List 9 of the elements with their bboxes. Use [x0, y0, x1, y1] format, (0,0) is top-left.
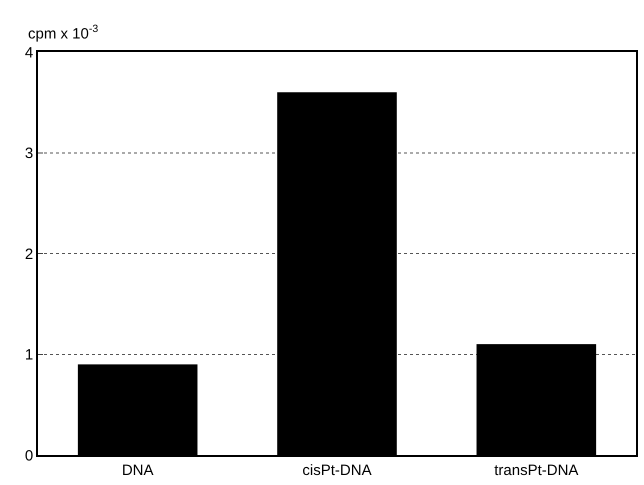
y-tick-label: 4: [24, 44, 34, 62]
y-axis-title: cpm x 10$^{-3}$: [28, 23, 98, 42]
x-tick-label: DNA: [122, 462, 154, 479]
x-tick-label: transPt-DNA: [494, 462, 578, 479]
x-tick-label: cisPt-DNA: [302, 462, 372, 479]
y-tick-label: 3: [24, 145, 34, 162]
y-tick-label: 2: [24, 246, 34, 263]
y-tick-label: 1: [24, 346, 34, 364]
y-tick-label: 0: [24, 447, 34, 464]
